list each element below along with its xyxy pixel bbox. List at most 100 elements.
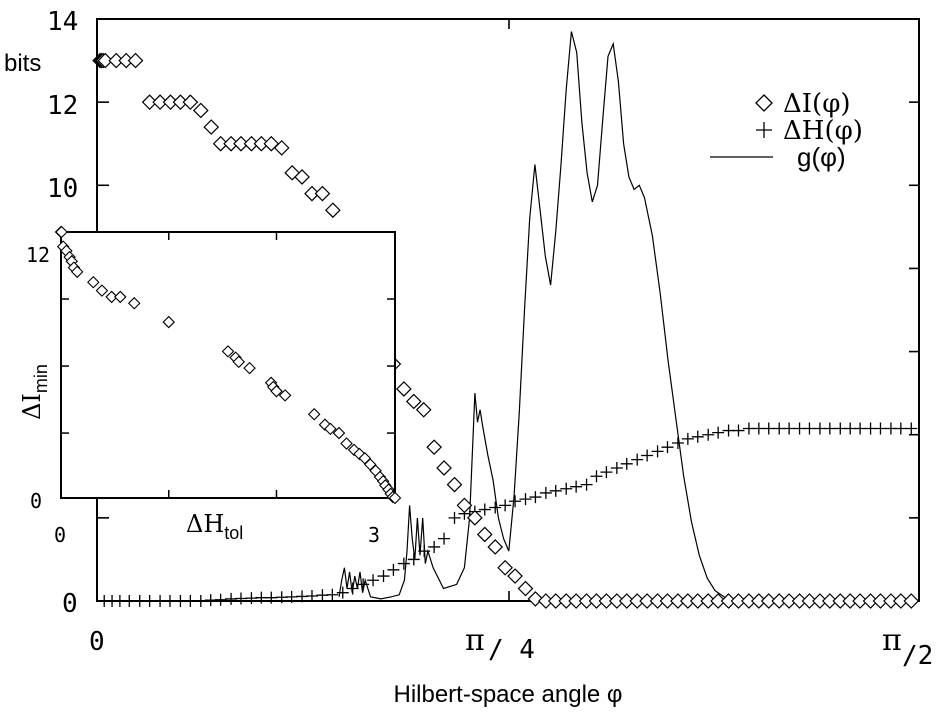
delta-i-point — [446, 476, 463, 493]
delta-h-point — [691, 430, 704, 443]
y-tick-label-0: 0 — [62, 589, 78, 619]
x-tick-label-0: 0 — [89, 627, 105, 657]
delta-h-point — [560, 482, 573, 495]
inset-point — [87, 275, 100, 289]
delta-h-point — [326, 588, 339, 601]
delta-h-point — [600, 466, 613, 479]
y-tick-label-10: 10 — [47, 174, 78, 204]
x-tick-label-pi-4-num: π — [465, 623, 485, 658]
delta-h-point — [803, 422, 816, 435]
inset-point — [318, 418, 332, 431]
delta-i-point — [273, 140, 290, 156]
delta-i-point — [821, 593, 838, 609]
inset-x-axis-title: ΔHtol — [186, 510, 243, 543]
inset-x-axis-title-sub: tol — [224, 523, 243, 543]
delta-i-point — [547, 593, 564, 609]
series-delta-i — [92, 52, 920, 609]
delta-h-point — [438, 532, 451, 545]
delta-h-point — [732, 424, 745, 437]
delta-h-point — [509, 495, 522, 508]
legend: ΔI(φ) ΔH(φ) g(φ) — [710, 89, 863, 172]
delta-h-point — [357, 578, 370, 591]
delta-h-point — [874, 422, 887, 435]
delta-i-point — [659, 593, 676, 609]
legend-marker-delta-h — [756, 122, 772, 138]
delta-h-point — [620, 457, 633, 470]
delta-i-point — [304, 185, 320, 202]
delta-h-point — [681, 432, 694, 445]
delta-i-point — [527, 591, 544, 607]
legend-marker-delta-i — [755, 94, 773, 112]
inset-y-axis-title-main: ΔI — [18, 393, 46, 420]
delta-h-point — [336, 586, 349, 599]
inset-point — [388, 491, 402, 505]
delta-h-point — [854, 422, 867, 435]
inset-y-axis-title-sub: min — [31, 364, 51, 393]
delta-h-point — [418, 545, 431, 558]
delta-i-point — [568, 593, 584, 609]
y-tick-label-12: 12 — [47, 91, 78, 121]
inset-point — [95, 284, 109, 297]
delta-i-point — [127, 52, 144, 69]
delta-h-point — [184, 595, 197, 607]
delta-h-point — [194, 595, 207, 607]
series-g-line — [338, 31, 752, 602]
inset-series — [54, 225, 402, 505]
legend-label-delta-h: ΔH(φ) — [783, 116, 863, 146]
x-tick-label-pi-4-den: / 4 — [488, 635, 535, 665]
delta-h-point — [367, 574, 380, 587]
series-delta-h — [98, 422, 918, 607]
delta-i-point — [852, 593, 868, 609]
inset-x-tick-label-3: 3 — [368, 523, 380, 547]
delta-h-point — [346, 582, 359, 595]
delta-i-point — [689, 593, 706, 609]
inset-point — [55, 225, 68, 239]
delta-h-point — [570, 480, 583, 493]
delta-i-point — [892, 593, 909, 609]
delta-i-point — [487, 539, 504, 555]
delta-i-point — [415, 401, 432, 418]
inset-frame — [60, 231, 396, 499]
inset-point — [332, 426, 346, 440]
delta-h-point — [285, 590, 298, 603]
inset-point — [353, 447, 366, 461]
delta-i-point — [203, 119, 220, 135]
delta-h-point — [894, 422, 907, 435]
delta-i-point — [517, 580, 534, 597]
x-axis-title: Hilbert-space angle φ — [393, 681, 622, 708]
delta-i-point — [396, 381, 412, 397]
delta-i-point — [872, 593, 889, 609]
delta-i-point — [152, 94, 168, 110]
delta-h-point — [234, 592, 247, 605]
delta-h-point — [671, 437, 684, 450]
inset-point — [340, 437, 353, 450]
delta-i-point — [903, 593, 920, 609]
delta-i-point — [405, 393, 422, 410]
delta-i-point — [476, 526, 493, 543]
inset-x-axis-title-main: ΔH — [186, 510, 224, 538]
delta-h-point — [661, 441, 674, 454]
delta-h-point — [651, 445, 664, 458]
delta-h-point — [407, 553, 420, 566]
inset-point — [127, 296, 141, 310]
inset-point — [278, 389, 292, 402]
y-tick-label-14: 14 — [47, 7, 78, 37]
legend-label-delta-i: ΔI(φ) — [783, 89, 851, 119]
delta-h-point — [580, 478, 593, 491]
inset-point — [162, 315, 176, 329]
delta-i-point — [781, 593, 797, 609]
delta-h-point — [397, 557, 410, 570]
delta-i-point — [141, 94, 158, 110]
delta-h-point — [823, 422, 836, 435]
delta-h-point — [519, 493, 532, 506]
delta-h-point — [631, 453, 644, 466]
delta-i-point — [192, 102, 209, 119]
inset-y-axis-title: ΔImin — [18, 364, 51, 420]
delta-h-point — [428, 540, 441, 553]
inset-point — [270, 384, 283, 398]
inset-point — [243, 361, 256, 375]
delta-h-point — [712, 426, 725, 439]
delta-h-point — [549, 484, 562, 497]
x-tick-label-pi-2-den: /2 — [902, 641, 933, 671]
delta-i-point — [426, 439, 442, 456]
